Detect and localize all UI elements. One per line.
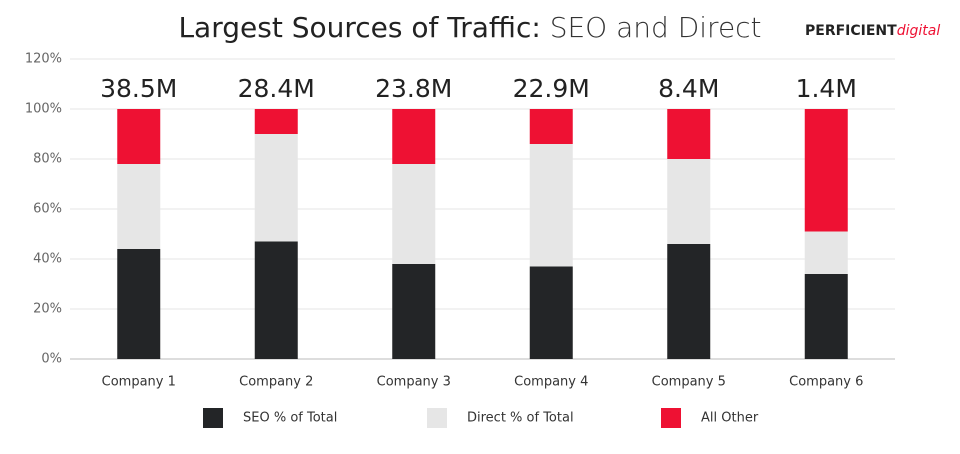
y-tick-label: 80% <box>33 152 62 167</box>
bar-segment <box>254 134 298 242</box>
bar-segment <box>529 266 573 359</box>
legend-label: All Other <box>701 411 759 426</box>
legend-label: Direct % of Total <box>467 411 574 426</box>
logo-sub: digital <box>897 23 941 39</box>
logo: PERFICIENTdigital <box>805 23 940 39</box>
y-tick-label: 20% <box>33 302 62 317</box>
x-tick-label: Company 4 <box>514 375 588 390</box>
bar-segment <box>254 241 298 359</box>
bar-segment <box>392 109 436 164</box>
legend-swatch <box>427 408 447 428</box>
total-label: 8.4M <box>658 74 719 103</box>
total-label: 22.9M <box>513 74 590 103</box>
total-label: 28.4M <box>238 74 315 103</box>
bar-segment <box>117 164 161 249</box>
y-tick-label: 0% <box>41 352 62 367</box>
y-tick-label: 40% <box>33 252 62 267</box>
bar-segment <box>804 274 848 359</box>
x-tick-label: Company 5 <box>652 375 726 390</box>
y-tick-label: 120% <box>25 52 62 67</box>
logo-main: PERFICIENT <box>805 23 897 39</box>
legend-swatch <box>661 408 681 428</box>
x-tick-label: Company 1 <box>102 375 176 390</box>
bar-segment <box>117 249 161 359</box>
bar-segment <box>667 159 711 244</box>
x-tick-label: Company 2 <box>239 375 313 390</box>
bar-segment <box>117 109 161 164</box>
legend-label: SEO % of Total <box>243 411 337 426</box>
title-sub: SEO and Direct <box>550 11 762 44</box>
bar-segment <box>667 109 711 159</box>
total-label: 1.4M <box>796 74 857 103</box>
bar-segment <box>804 109 848 232</box>
title-main: Largest Sources of Traffic: <box>178 11 540 44</box>
chart-title: Largest Sources of Traffic: SEO and Dire… <box>178 11 761 44</box>
bar-segment <box>254 109 298 134</box>
bar-segment <box>667 244 711 359</box>
total-label: 38.5M <box>100 74 177 103</box>
x-tick-label: Company 6 <box>789 375 863 390</box>
bar-segment <box>392 164 436 264</box>
x-tick-label: Company 3 <box>377 375 451 390</box>
bar-segment <box>392 264 436 359</box>
legend-swatch <box>203 408 223 428</box>
bar-segment <box>529 144 573 267</box>
y-tick-label: 100% <box>25 102 62 117</box>
y-tick-label: 60% <box>33 202 62 217</box>
bar-segment <box>529 109 573 144</box>
total-label: 23.8M <box>375 74 452 103</box>
bar-segment <box>804 231 848 274</box>
